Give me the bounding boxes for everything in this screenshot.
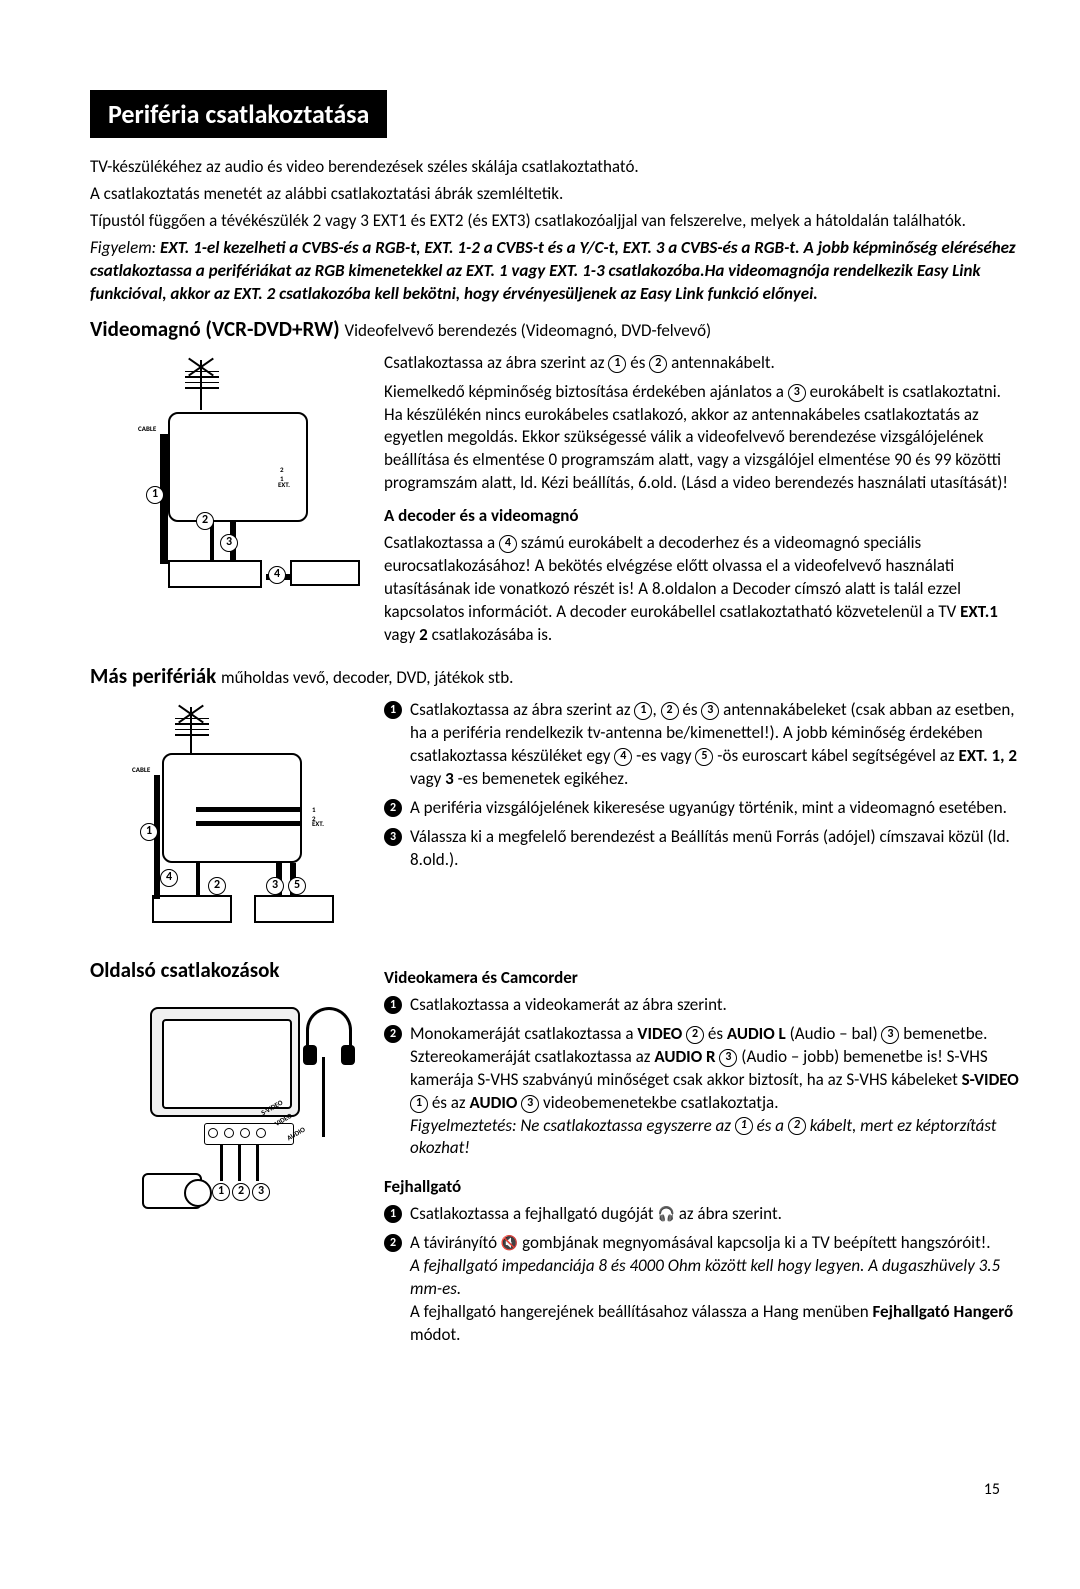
side-hp-item-2: 2 A távirányító 🔇 gombjának megnyomásáva…: [384, 1232, 1020, 1347]
intro-line-1: TV-készülékéhez az audio és video berend…: [90, 156, 1020, 179]
vcr-pin-1: 1: [146, 486, 164, 504]
intro-note: Figyelem: EXT. 1-el kezelheti a CVBS-és …: [90, 237, 1020, 306]
vcr-subheading: A decoder és a videomagnó: [384, 505, 1020, 528]
intro-note-body: EXT. 1-el kezelheti a CVBS-és a RGB-t, E…: [90, 237, 1016, 304]
side-pin-2: 2: [232, 1183, 250, 1201]
intro-line-3: Típustól függően a tévékészülék 2 vagy 3…: [90, 210, 1020, 233]
other-pin-1: 1: [140, 823, 158, 841]
vcr-p2: Kiemelkedő képminőség biztosítása érdeké…: [384, 381, 1020, 496]
intro-line-2: A csatlakoztatás menetét az alábbi csatl…: [90, 183, 1020, 206]
vcr-pin-2: 2: [196, 512, 214, 530]
headphone-icon: 🎧: [657, 1206, 674, 1223]
side-heading: Oldalsó csatlakozások: [90, 957, 360, 983]
other-pin-3: 3: [266, 877, 284, 895]
vcr-pin-4: 4: [268, 566, 286, 584]
other-pin-5: 5: [288, 877, 306, 895]
side-hp-note: A fejhallgató impedanciája 8 és 4000 Ohm…: [410, 1255, 1000, 1299]
other-cable-label: CABLE: [132, 765, 150, 774]
side-sub2: Fejhallgató: [384, 1176, 1020, 1199]
other-item-1: 1 Csatlakoztassa az ábra szerint az 1, 2…: [384, 699, 1020, 791]
vcr-pin-3: 3: [220, 534, 238, 552]
other-item-3: 3 Válassza ki a megfelelő berendezést a …: [384, 826, 1020, 872]
page-number: 15: [984, 1480, 1000, 1499]
other-heading: Más perifériák műholdas vevő, decoder, D…: [90, 663, 1020, 689]
other-pin-4: 4: [160, 869, 178, 887]
other-diagram: CABLE EXT. 12 1 4 2 3 5: [90, 699, 360, 939]
other-heading-note: műholdas vevő, decoder, DVD, játékok stb…: [221, 667, 513, 688]
mute-icon: 🔇: [501, 1235, 518, 1252]
vcr-cable-label: CABLE: [138, 424, 156, 433]
vcr-heading: Videomagnó (VCR-DVD+RW) Videofelvevő ber…: [90, 316, 1020, 342]
side-cam-item-1: 1 Csatlakoztassa a videokamerát az ábra …: [384, 994, 1020, 1017]
side-sub1: Videokamera és Camcorder: [384, 967, 1020, 990]
vcr-heading-title: Videomagnó (VCR-DVD+RW): [90, 316, 340, 342]
vcr-p1: Csatlakoztassa az ábra szerint az 1 és 2…: [384, 352, 1020, 375]
other-item-2: 2 A periféria vizsgálójelének kikeresése…: [384, 797, 1020, 820]
side-hp-item-1: 1 Csatlakoztassa a fejhallgató dugóját 🎧…: [384, 1203, 1020, 1226]
vcr-heading-note: Videofelvevő berendezés (Videomagnó, DVD…: [344, 320, 711, 341]
side-cam-warning: Figyelmeztetés: Ne csatlakoztassa egysze…: [410, 1115, 997, 1159]
side-cam-item-2: 2 Monokameráját csatlakoztassa a VIDEO 2…: [384, 1023, 1020, 1161]
vcr-p3: Csatlakoztassa a 4 számú eurokábelt a de…: [384, 532, 1020, 647]
vcr-diagram: CABLE EXT. 21 1 2 3 4: [90, 352, 360, 612]
other-pin-2: 2: [208, 877, 226, 895]
intro-note-pre: Figyelem:: [90, 237, 160, 258]
side-diagram: S-VIDEO VIDEO AUDIO 1 2 3: [90, 987, 360, 1237]
side-pin-3: 3: [252, 1183, 270, 1201]
side-pin-1: 1: [212, 1183, 230, 1201]
page-title: Periféria csatlakoztatása: [90, 90, 387, 138]
other-heading-title: Más perifériák: [90, 663, 216, 689]
